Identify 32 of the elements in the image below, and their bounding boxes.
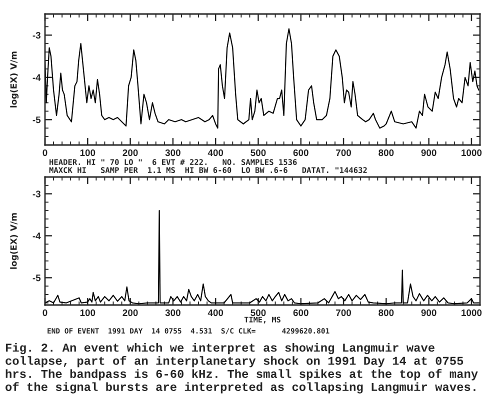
y-tick-label: -3	[32, 190, 40, 198]
y-tick-label: -4	[32, 232, 41, 240]
x-tick-label: 700	[336, 149, 352, 156]
x-tick-label: 0	[42, 309, 48, 316]
line-series	[45, 28, 480, 129]
x-tick-label: 700	[336, 309, 352, 316]
x-tick-label: 200	[122, 149, 138, 156]
x-tick-label: 400	[208, 149, 224, 156]
x-tick-label: 200	[122, 309, 138, 316]
x-tick-label: 400	[208, 309, 224, 316]
x-tick-label: 0	[42, 149, 48, 156]
y-tick-label: -5	[32, 274, 41, 282]
y-axis-title: log(EX) V/m	[10, 213, 19, 269]
x-tick-label: 500	[250, 309, 266, 316]
x-tick-label: 300	[165, 309, 180, 316]
x-tick-label: 900	[421, 309, 436, 316]
x-tick-label: 900	[421, 149, 436, 156]
x-tick-label: 1000	[462, 149, 482, 156]
y-tick-label: -4	[32, 74, 41, 81]
y-axis-title: log(EX) V/m	[10, 52, 19, 108]
caption: Fig. 2. An event which we interpret as showing Langmuir wave collapse, part of an interplanetary shock on 1991 Day 14 at 0755 hrs. The bandpass is 6-60 kHz. The small spikes at the top of many of the signal bursts are interpreted as collapsing Langmuir waves.	[6, 343, 478, 394]
x-tick-label: 800	[378, 149, 394, 156]
x-tick-label: 600	[293, 309, 308, 316]
x-tick-label: 300	[165, 149, 180, 156]
y-tick-label: -3	[32, 32, 40, 39]
y-tick-label: -5	[32, 116, 41, 124]
x-tick-label: 800	[378, 309, 394, 316]
x-tick-label: 500	[250, 149, 266, 156]
x-tick-label: 600	[293, 149, 308, 156]
x-tick-label: 100	[80, 149, 96, 156]
x-tick-label: 100	[80, 309, 96, 316]
x-tick-label: 1000	[462, 309, 482, 316]
